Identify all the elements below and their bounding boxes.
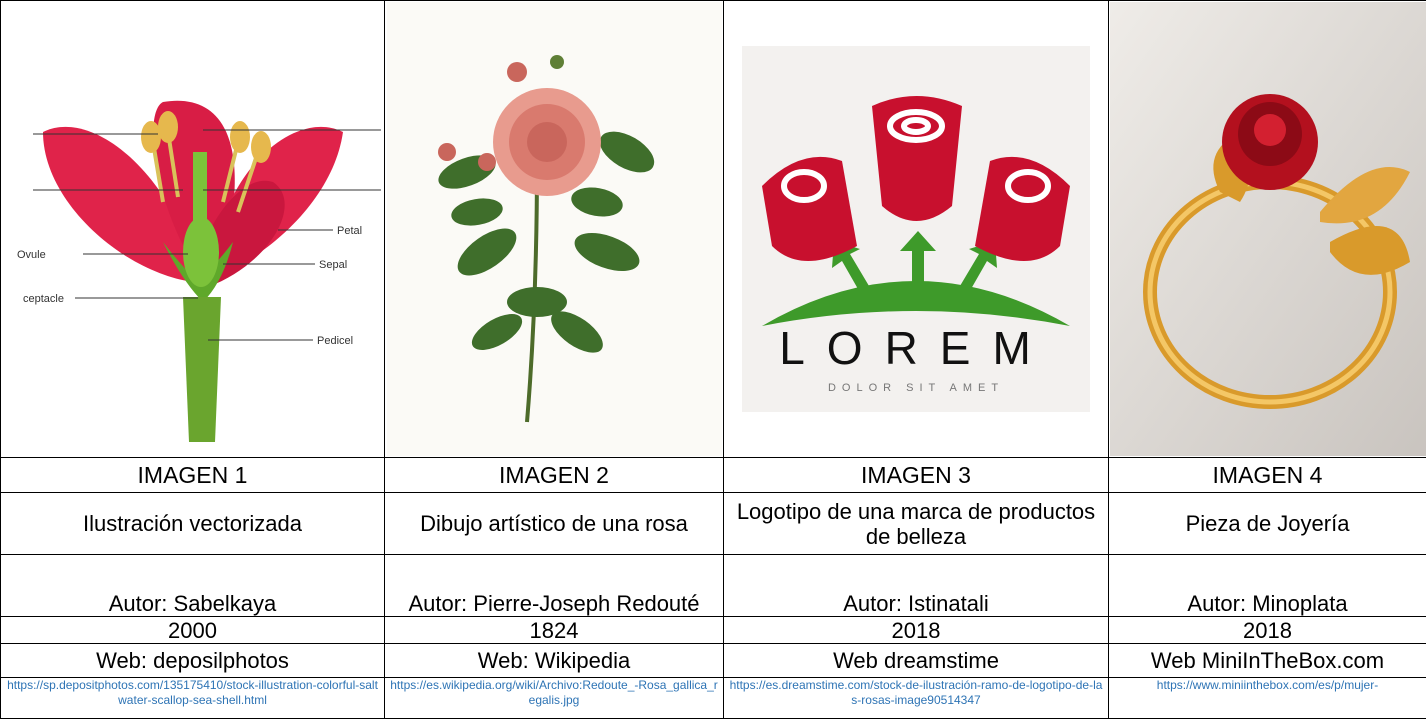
author: Autor: Pierre-Joseph Redouté	[384, 554, 724, 617]
url[interactable]: https://es.dreamstime.com/stock-de-ilust…	[723, 677, 1109, 719]
image-cell	[384, 0, 724, 458]
logo-title: LOREM	[779, 322, 1053, 374]
image-cell: LOREM DOLOR SIT AMET	[723, 0, 1109, 458]
image-row: Ovule Petal Sepal ceptacle Pedicel	[0, 0, 1426, 458]
image-title-row: IMAGEN 1 IMAGEN 2 IMAGEN 3 IMAGEN 4	[0, 457, 1426, 493]
year: 2000	[0, 616, 385, 644]
description: Dibujo artístico de una rosa	[384, 492, 724, 555]
website-row: Web: deposilphotos Web: Wikipedia Web drea…	[0, 643, 1426, 678]
url[interactable]: https://es.wikipedia.org/wiki/Archivo:Re…	[384, 677, 724, 719]
year: 2018	[1108, 616, 1426, 644]
author-row: Autor: Sabelkaya Autor: Pierre-Joseph Red…	[0, 554, 1426, 617]
author: Autor: Sabelkaya	[0, 554, 385, 617]
description: Logotipo de una marca de productos de be…	[723, 492, 1109, 555]
description: Pieza de Joyería	[1108, 492, 1426, 555]
year: 2018	[723, 616, 1109, 644]
diagram-label: ceptacle	[23, 293, 64, 305]
year-row: 2000 1824 2018 2018	[0, 616, 1426, 644]
website: Web dreamstime	[723, 643, 1109, 678]
website: Web MiniInTheBox.com	[1108, 643, 1426, 678]
flower-diagram: Ovule Petal Sepal ceptacle Pedicel	[17, 100, 381, 442]
diagram-label: Petal	[337, 225, 362, 237]
author: Autor: Minoplata	[1108, 554, 1426, 617]
diagram-label: Pedicel	[317, 335, 353, 347]
year: 1824	[384, 616, 724, 644]
image-title: IMAGEN 1	[0, 457, 385, 493]
description-row: Ilustración vectorizada Dibujo artístico …	[0, 492, 1426, 555]
diagram-label: Ovule	[17, 249, 46, 261]
image-title: IMAGEN 3	[723, 457, 1109, 493]
website: Web: deposilphotos	[0, 643, 385, 678]
diagram-label: Sepal	[319, 259, 347, 271]
ring-photo	[1109, 2, 1426, 456]
rose-logo: LOREM DOLOR SIT AMET	[742, 46, 1090, 412]
logo-subtitle: DOLOR SIT AMET	[828, 382, 1004, 394]
author: Autor: Istinatali	[723, 554, 1109, 617]
description: Ilustración vectorizada	[0, 492, 385, 555]
image-title: IMAGEN 2	[384, 457, 724, 493]
website: Web: Wikipedia	[384, 643, 724, 678]
image-title: IMAGEN 4	[1108, 457, 1426, 493]
rose-drawing	[386, 2, 722, 456]
url-row: https://sp.depositphotos.com/135175410/s…	[0, 677, 1426, 719]
url[interactable]: https://sp.depositphotos.com/135175410/s…	[0, 677, 385, 719]
image-cell	[1108, 0, 1426, 458]
image-cell: Ovule Petal Sepal ceptacle Pedicel	[0, 0, 385, 458]
url[interactable]: https://www.miniinthebox.com/es/p/mujer-	[1108, 677, 1426, 719]
